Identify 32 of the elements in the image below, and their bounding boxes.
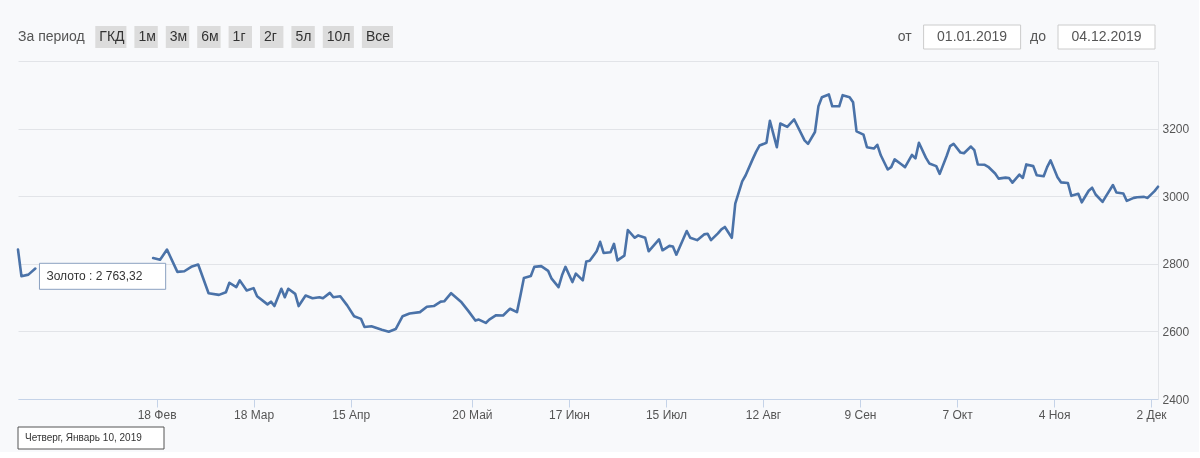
text: 1м (138, 28, 156, 44)
x-tick-label: 9 Сен (844, 407, 877, 422)
x-tick-label: 4 Ноя (1038, 407, 1071, 422)
y-tick-label: 2400 (1162, 392, 1190, 407)
text: 2г (264, 28, 277, 44)
x-tick-label: 12 Авг (745, 407, 782, 422)
text: 5л (295, 28, 312, 44)
x-tick-label: 15 Апр (332, 407, 371, 422)
y-tick-label: 2800 (1162, 257, 1190, 272)
annotation: Золото : 2 763,32 (46, 269, 143, 284)
y-tick-label: 3200 (1162, 122, 1190, 137)
text: 6м (201, 28, 219, 44)
x-tick-label: 15 Июл (645, 407, 687, 422)
x-tick-label: 2 Дек (1136, 407, 1168, 422)
text: ГКД (99, 28, 126, 44)
x-tick-label: 20 Май (452, 407, 493, 422)
text: 10л (326, 28, 351, 44)
text: 04.12.2019 (1071, 28, 1142, 44)
text: За период (18, 28, 85, 44)
text: 3м (169, 28, 188, 44)
text: 01.01.2019 (937, 28, 1008, 44)
x-tick-label: 18 Мар (234, 407, 275, 422)
y-tick-label: 2600 (1162, 324, 1190, 339)
y-tick-label: 3000 (1162, 189, 1190, 204)
text: до (1030, 28, 1047, 44)
text: Четверг, Январь 10, 2019 (25, 432, 143, 443)
text: от (897, 28, 913, 44)
text: 1г (232, 28, 246, 44)
text: Все (365, 28, 391, 44)
x-tick-label: 7 Окт (942, 407, 974, 422)
x-tick-label: 17 Июн (548, 407, 590, 422)
x-tick-label: 18 Фев (137, 407, 177, 422)
